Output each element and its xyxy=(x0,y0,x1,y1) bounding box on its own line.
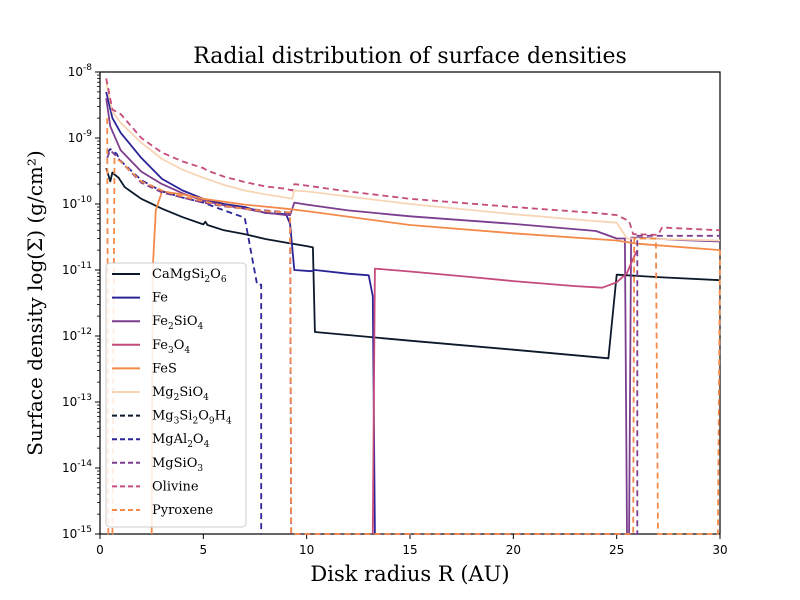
x-axis-label: Disk radius R (AU) xyxy=(310,562,509,586)
legend: CaMgSi2O6FeFe2SiO4Fe3O4FeSMg2SiO4Mg3Si2O… xyxy=(105,262,247,528)
x-tick-label: 10 xyxy=(299,543,314,557)
series-line-mgal2o4 xyxy=(106,148,263,534)
y-tick-label: 10-13 xyxy=(62,393,92,409)
series-line-olivine xyxy=(105,78,721,236)
x-tick-label: 5 xyxy=(200,543,208,557)
y-tick-label: 10-14 xyxy=(62,459,92,475)
legend-label: MgAl2O4 xyxy=(152,432,210,450)
series-line-camgsi2o6 xyxy=(105,167,721,360)
y-tick-label: 10-12 xyxy=(62,327,92,343)
x-tick-label: 15 xyxy=(402,543,417,557)
legend-box xyxy=(105,262,247,528)
series-lines xyxy=(105,78,721,535)
legend-label: Pyroxene xyxy=(152,503,214,518)
legend-label: Fe2SiO4 xyxy=(152,314,203,332)
y-tick-label: 10-8 xyxy=(68,63,93,79)
legend-label: MgSiO3 xyxy=(152,456,203,474)
series-line-pyroxene xyxy=(106,118,721,535)
y-tick-label: 10-15 xyxy=(62,525,92,541)
x-tick-label: 0 xyxy=(96,543,104,557)
legend-label: Fe xyxy=(152,291,168,306)
chart-title: Radial distribution of surface densities xyxy=(193,44,627,69)
y-axis-label: Surface density log(Σ) (g/cm²) xyxy=(23,150,47,455)
x-tick-label: 20 xyxy=(506,543,521,557)
series-line-mg2sio4 xyxy=(105,82,721,242)
legend-label: Mg2SiO4 xyxy=(152,385,209,403)
y-tick-label: 10-11 xyxy=(62,261,92,277)
legend-label: FeS xyxy=(152,361,177,376)
legend-label: Fe3O4 xyxy=(152,338,190,356)
y-tick-label: 10-10 xyxy=(62,195,92,211)
x-tick-label: 30 xyxy=(712,543,727,557)
series-line-fes xyxy=(150,190,721,535)
legend-label: Olivine xyxy=(152,479,199,494)
x-tick-label: 25 xyxy=(609,543,624,557)
y-tick-label: 10-9 xyxy=(68,129,93,145)
axis-ticks: 0 5 10 15 20 25 30 10-15 10-14 10-13 10-12 10-11 10-… xyxy=(62,63,728,557)
series-line-fe3o4 xyxy=(371,249,639,535)
